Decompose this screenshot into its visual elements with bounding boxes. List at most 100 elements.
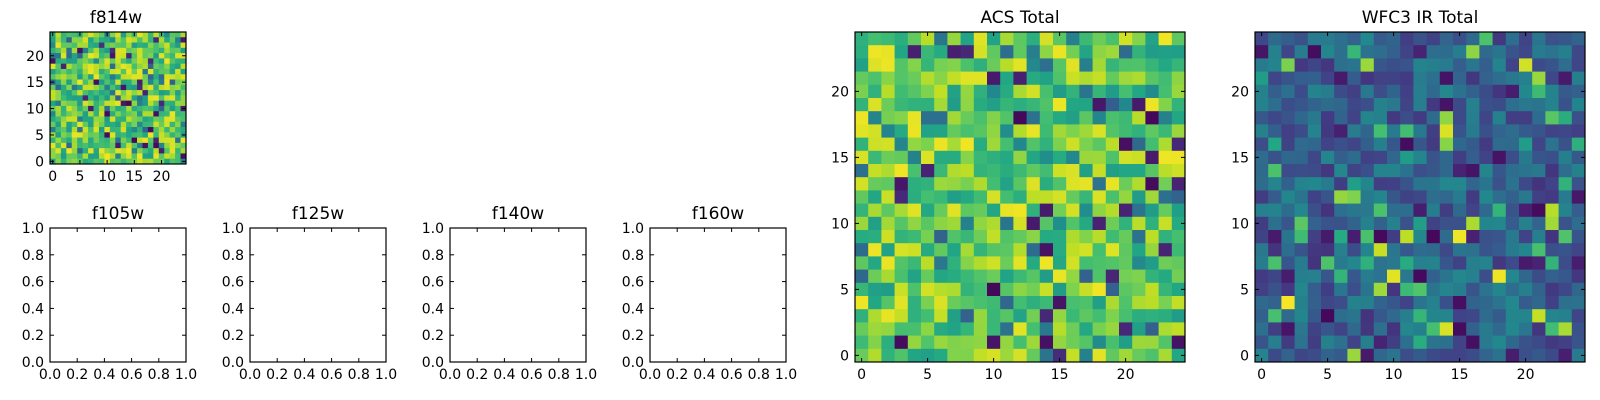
heatmap-cell <box>947 150 961 165</box>
heatmap-cell <box>115 53 122 59</box>
heatmap-cell <box>1545 256 1559 270</box>
heatmap-cell <box>120 79 127 86</box>
heatmap-cell <box>147 142 154 149</box>
heatmap-cell <box>1119 190 1133 204</box>
heatmap-cell <box>907 84 922 99</box>
heatmap-cell <box>169 127 176 133</box>
tick-label: 15 <box>1451 367 1469 383</box>
heatmap-cell <box>1092 84 1107 99</box>
heatmap-cell <box>77 142 84 149</box>
tick-label: 10 <box>831 216 849 232</box>
heatmap-cell <box>147 63 154 70</box>
panel-f105w: f105w 0.0 0.2 0.4 0.6 0.8 1.00.00.20.40.60.81… <box>22 204 197 383</box>
heatmap-cell <box>93 79 100 86</box>
heatmap-cell <box>1466 111 1480 125</box>
heatmap-cell <box>88 68 94 75</box>
heatmap-cell <box>180 63 187 70</box>
heatmap-cell <box>1492 32 1507 46</box>
heatmap-cell <box>109 58 116 65</box>
tick-label: 0.4 <box>22 301 44 317</box>
heatmap-cell <box>1026 335 1041 350</box>
heatmap-cell <box>1545 348 1559 363</box>
heatmap-cell <box>1092 243 1107 257</box>
heatmap-cell <box>934 124 948 138</box>
heatmap-cell <box>1307 177 1322 191</box>
heatmap-cell <box>1158 216 1173 231</box>
heatmap-cell <box>137 121 143 128</box>
heatmap-cell <box>1505 322 1520 336</box>
tick-label: 10 <box>985 367 1003 383</box>
heatmap-cell <box>868 111 882 125</box>
heatmap-cell <box>1000 45 1014 59</box>
heatmap-cell <box>1439 124 1454 138</box>
heatmap-cell <box>1453 296 1467 310</box>
heatmap-cell <box>180 68 187 75</box>
heatmap-cell <box>131 74 138 80</box>
heatmap-cell <box>82 127 89 133</box>
heatmap-cell <box>868 216 882 231</box>
heatmap-cell <box>153 63 160 70</box>
heatmap-cell <box>1532 32 1546 46</box>
heatmap-cell <box>934 58 948 72</box>
heatmap-cell <box>137 90 143 96</box>
heatmap-cell <box>1439 203 1454 218</box>
heatmap-cell <box>1400 296 1414 310</box>
heatmap-cell <box>66 158 73 165</box>
tick-label: 0.8 <box>348 367 370 383</box>
heatmap-cell <box>93 105 100 112</box>
heatmap-cell <box>55 53 62 59</box>
heatmap-cell <box>1268 45 1282 59</box>
heatmap-cell <box>1119 335 1133 350</box>
heatmap-cell <box>1400 269 1414 284</box>
heatmap-cell <box>1479 322 1493 336</box>
heatmap-cell <box>115 63 122 70</box>
heatmap-cell <box>934 137 948 152</box>
heatmap-cell <box>1492 322 1507 336</box>
heatmap-cell <box>934 269 948 284</box>
heatmap-cell <box>1571 203 1586 218</box>
heatmap-cell <box>104 58 111 65</box>
heatmap-cell <box>1119 98 1133 112</box>
heatmap-cell <box>987 150 1001 165</box>
heatmap-cell <box>1387 124 1401 138</box>
heatmap-cell <box>77 84 84 91</box>
tick-label: 0.6 <box>622 275 644 291</box>
heatmap-cell <box>1571 98 1586 112</box>
heatmap-cell <box>1092 309 1107 323</box>
tick-label: 0.4 <box>493 367 515 383</box>
heatmap-cell <box>1413 164 1427 178</box>
heatmap-cell <box>126 95 132 102</box>
heatmap-cell <box>1387 216 1401 231</box>
heatmap-cell <box>1294 84 1309 99</box>
tick-label: 0.6 <box>720 367 742 383</box>
heatmap-cell <box>109 148 116 154</box>
heatmap-cell <box>50 127 56 133</box>
heatmap-cell <box>1479 296 1493 310</box>
panel-title-wfc3-ir-total: WFC3 IR Total <box>1362 8 1479 28</box>
heatmap-cell <box>1171 230 1186 244</box>
heatmap-cell <box>881 335 895 350</box>
heatmap-cell <box>131 100 138 107</box>
heatmap-cell <box>1558 269 1573 284</box>
heatmap-cell <box>88 105 94 112</box>
heatmap-cell <box>142 53 149 59</box>
heatmap-cell <box>1571 45 1586 59</box>
heatmap-cell <box>1387 282 1401 297</box>
heatmap-cell <box>1092 190 1107 204</box>
heatmap-cell <box>960 164 975 178</box>
heatmap-cell <box>1334 137 1348 152</box>
heatmap-cell <box>1255 32 1269 46</box>
tick-label: 0.8 <box>548 367 570 383</box>
heatmap-cell <box>71 84 78 91</box>
heatmap-cell <box>1492 98 1507 112</box>
heatmap-cell <box>1492 190 1507 204</box>
heatmap-cell <box>180 111 187 117</box>
heatmap-cell <box>1119 216 1133 231</box>
heatmap-cell <box>1000 269 1014 284</box>
heatmap-cell <box>973 282 988 297</box>
heatmap-cell <box>1132 137 1146 152</box>
heatmap-cell <box>158 121 165 128</box>
heatmap-cell <box>126 100 132 107</box>
heatmap-cell <box>1066 71 1080 86</box>
heatmap-cell <box>1400 177 1414 191</box>
